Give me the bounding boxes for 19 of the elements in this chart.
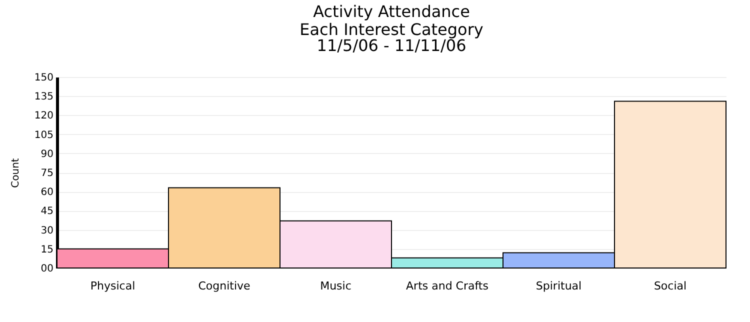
y-tick-label: 00: [40, 264, 54, 274]
y-tick-label: 150: [34, 72, 54, 84]
y-axis-title: Count: [10, 158, 22, 188]
y-tick-label: 45: [40, 206, 54, 218]
x-tick-label: Physical: [90, 280, 136, 292]
y-tick-label: 60: [40, 187, 54, 198]
x-tick-label: Social: [654, 280, 687, 292]
x-tick-label: Arts and Crafts: [406, 280, 489, 292]
y-tick-label: 75: [40, 168, 54, 179]
y-tick-label: 105: [34, 130, 54, 141]
x-tick-label: Cognitive: [198, 280, 251, 292]
y-tick-label: 90: [40, 148, 54, 160]
x-tick-label: Music: [320, 280, 352, 292]
y-tick-label: 135: [34, 92, 54, 103]
y-tick-label: 15: [40, 244, 54, 256]
x-tick-label: Spiritual: [536, 280, 582, 292]
chart-title: Activity Attendance Each Interest Category: [300, 2, 484, 39]
y-tick-label: 120: [34, 110, 54, 122]
y-tick-label: 30: [40, 225, 54, 236]
